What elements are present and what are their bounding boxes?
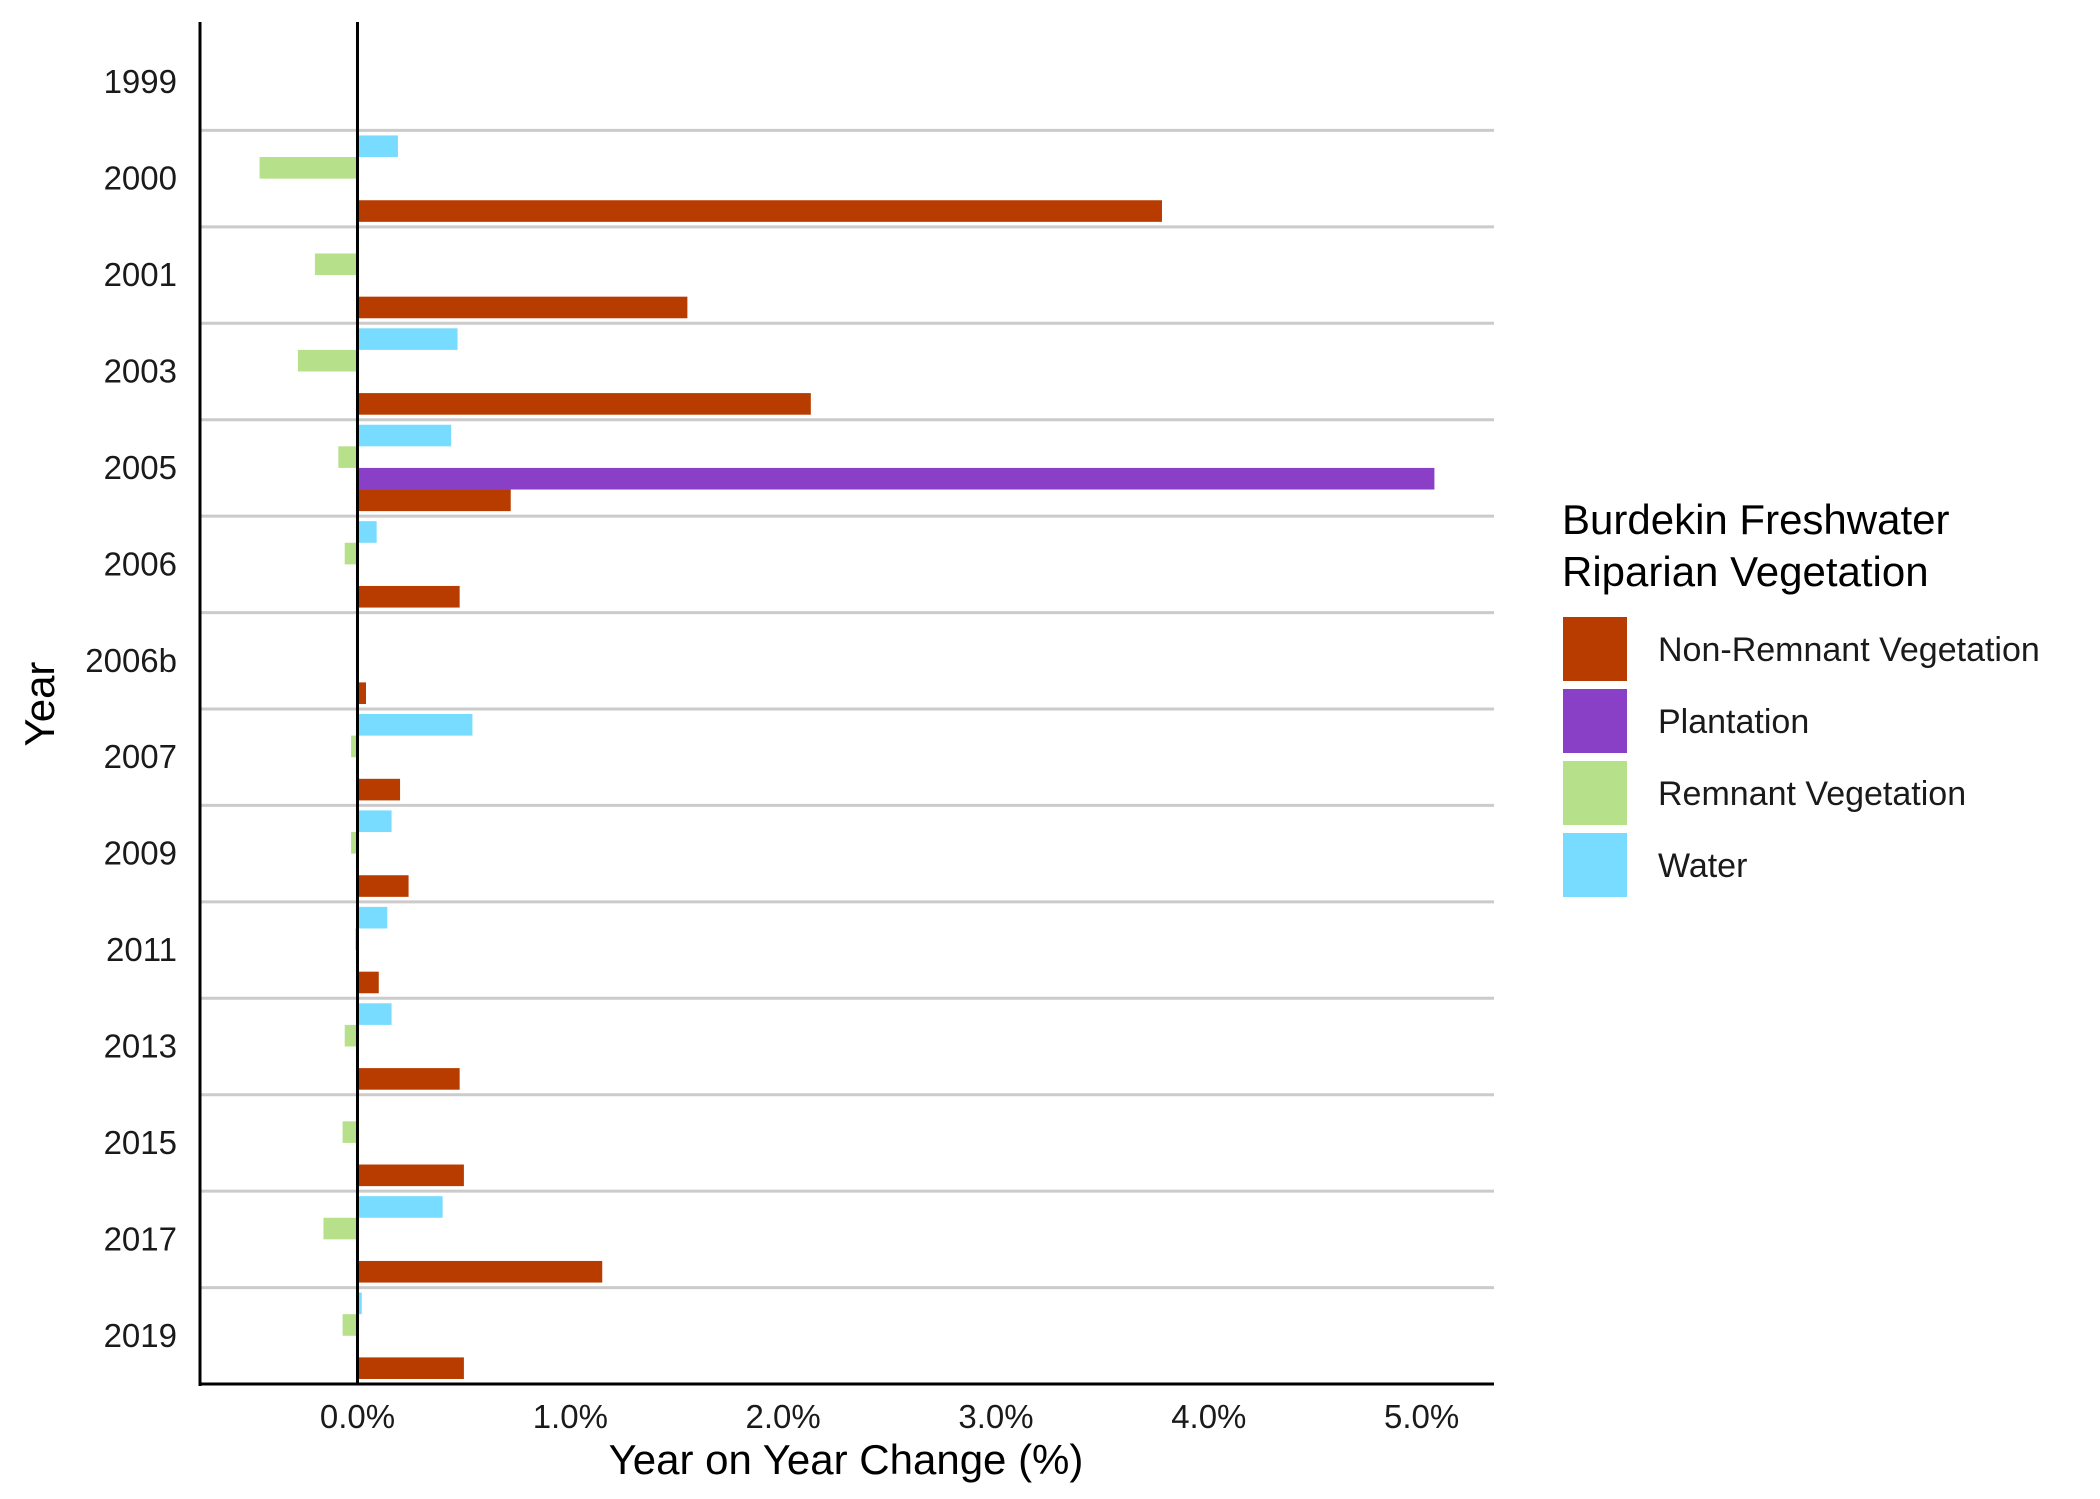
- legend-label: Remnant Vegetation: [1658, 775, 1966, 813]
- y-tick-label: 2000: [104, 160, 177, 197]
- legend: Burdekin Freshwater Riparian Vegetation …: [1561, 496, 2040, 899]
- bar-water-2017: [357, 1196, 443, 1218]
- x-tick-label: 3.0%: [958, 1398, 1033, 1435]
- bar-non-remnant-vegetation-2000: [357, 200, 1162, 222]
- y-tick-label: 2019: [104, 1317, 177, 1354]
- y-tick-label: 2006: [104, 545, 177, 582]
- legend-label: Water: [1658, 847, 1747, 885]
- bar-non-remnant-vegetation-2007: [357, 778, 401, 801]
- bar-non-remnant-vegetation-2009: [357, 875, 409, 897]
- bar-remnant-vegetation-2006: [344, 542, 358, 565]
- legend-title-line2: Riparian Vegetation: [1562, 548, 1929, 595]
- bar-plantation-2005: [357, 467, 1435, 490]
- bar-remnant-vegetation-2017: [323, 1217, 358, 1240]
- legend-items: Non-Remnant Vegetation Plantation Remnant …: [1561, 615, 2040, 899]
- bar-remnant-vegetation-2007: [351, 735, 358, 758]
- y-tick-label: 1999: [104, 63, 177, 100]
- x-tick-label: 1.0%: [533, 1398, 608, 1435]
- bar-remnant-vegetation-2003: [297, 349, 358, 372]
- y-tick-label: 2017: [104, 1220, 177, 1257]
- bar-water-2007: [357, 714, 473, 736]
- bar-remnant-vegetation-2000: [259, 157, 358, 179]
- bar-water-2003: [357, 328, 458, 350]
- bar-remnant-vegetation-2009: [351, 832, 358, 854]
- y-tick-label: 2013: [104, 1028, 177, 1065]
- x-tick-labels: 0.0% 1.0% 2.0% 3.0% 4.0% 5.0%: [320, 1398, 1459, 1435]
- bar-water-2009: [357, 810, 392, 833]
- bar-non-remnant-vegetation-2005: [357, 489, 511, 512]
- bar-non-remnant-vegetation-2019: [357, 1357, 464, 1379]
- legend-label: Plantation: [1658, 703, 1809, 741]
- y-tick-label: 2011: [106, 931, 177, 968]
- bar-non-remnant-vegetation-2006: [357, 585, 460, 608]
- y-tick-label: 2006b: [85, 642, 177, 679]
- bar-remnant-vegetation-2013: [344, 1024, 358, 1047]
- bar-remnant-vegetation-2019: [342, 1314, 358, 1336]
- bar-water-2006: [357, 521, 377, 543]
- bars: [259, 135, 1435, 1379]
- bar-water-2000: [357, 135, 398, 158]
- legend-swatch: [1561, 615, 1629, 683]
- y-tick-label: 2007: [104, 738, 177, 775]
- bar-water-2005: [357, 424, 452, 447]
- gridlines: [200, 128, 1494, 1290]
- x-tick-label: 0.0%: [320, 1398, 395, 1435]
- y-tick-label: 2005: [104, 449, 177, 486]
- legend-label: Non-Remnant Vegetation: [1658, 631, 2040, 669]
- bar-remnant-vegetation-2015: [342, 1121, 358, 1143]
- legend-swatch: [1561, 759, 1629, 827]
- y-tick-labels: 1999 2000 2001 2003 2005 2006 2006b 2007 2009 201…: [85, 63, 177, 1354]
- bar-non-remnant-vegetation-2015: [357, 1164, 464, 1187]
- axes: [198, 22, 1494, 1386]
- bar-water-2011: [357, 906, 388, 929]
- legend-title-line1: Burdekin Freshwater: [1562, 496, 1950, 543]
- x-tick-label: 4.0%: [1171, 1398, 1246, 1435]
- bar-non-remnant-vegetation-2006b: [357, 682, 367, 704]
- x-tick-label: 2.0%: [746, 1398, 821, 1435]
- y-tick-label: 2009: [104, 835, 177, 872]
- x-tick-label: 5.0%: [1384, 1398, 1459, 1435]
- legend-swatch: [1561, 831, 1629, 899]
- bar-remnant-vegetation-2001: [314, 253, 358, 276]
- bar-remnant-vegetation-2005: [338, 446, 358, 468]
- y-axis-title: Year: [16, 662, 63, 747]
- bar-non-remnant-vegetation-2017: [357, 1260, 603, 1283]
- y-tick-label: 2015: [104, 1124, 177, 1161]
- x-axis-title: Year on Year Change (%): [609, 1436, 1084, 1483]
- bar-water-2013: [357, 1003, 392, 1025]
- y-tick-label: 2001: [104, 256, 177, 293]
- y-tick-label: 2003: [104, 353, 177, 390]
- bar-water-2019: [357, 1292, 362, 1315]
- bar-non-remnant-vegetation-2013: [357, 1068, 460, 1090]
- bar-non-remnant-vegetation-2011: [357, 971, 379, 994]
- bar-non-remnant-vegetation-2001: [357, 296, 688, 319]
- bar-non-remnant-vegetation-2003: [357, 393, 811, 415]
- legend-swatch: [1561, 687, 1629, 755]
